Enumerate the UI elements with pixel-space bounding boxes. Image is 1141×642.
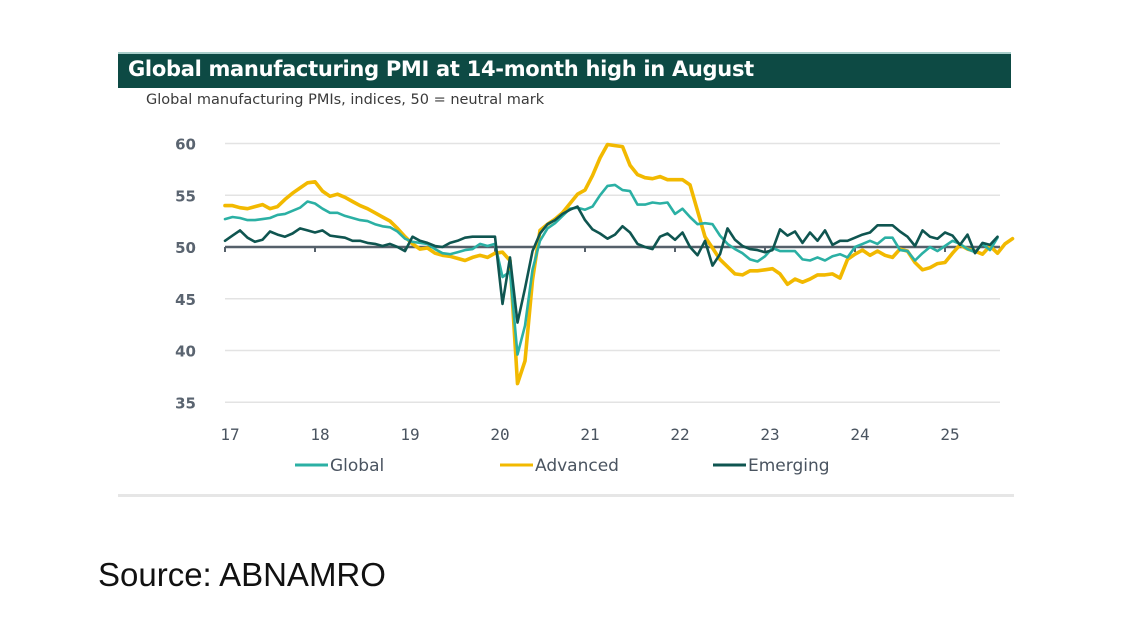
title-bar: Global manufacturing PMI at 14-month hig… [118, 52, 1011, 88]
x-tick-label: 22 [670, 425, 689, 444]
series-lines [223, 142, 1015, 386]
legend-label-emerging: Emerging [748, 456, 830, 476]
series-line-advanced [223, 142, 1015, 386]
legend-label-global: Global [330, 456, 384, 476]
x-tick-label: 19 [400, 425, 419, 444]
x-tick-label: 18 [310, 425, 329, 444]
gridlines [224, 142, 1000, 403]
y-tick-label: 60 [175, 136, 196, 154]
y-tick-label: 55 [175, 187, 196, 205]
y-tick-label: 50 [175, 239, 196, 257]
chart-subtitle: Global manufacturing PMIs, indices, 50 =… [146, 92, 545, 108]
chart-card [118, 48, 1014, 497]
x-tick-label: 20 [490, 425, 509, 444]
x-tick-label: 23 [760, 425, 779, 444]
x-tick-label: 24 [850, 425, 869, 444]
x-axis: 17 18 19 20 21 22 23 24 25 [220, 425, 959, 444]
legend: Global Advanced Emerging [295, 456, 830, 476]
y-tick-label: 40 [175, 343, 196, 361]
x-tick-label: 25 [940, 425, 959, 444]
x-tick-label: 17 [220, 425, 239, 444]
series-line-emerging [223, 205, 999, 324]
legend-label-advanced: Advanced [535, 456, 619, 476]
y-tick-label: 35 [175, 394, 196, 412]
source-note: Source: ABNAMRO [98, 556, 386, 593]
y-axis: 60 55 50 45 40 35 [175, 136, 196, 413]
chart-title: Global manufacturing PMI at 14-month hig… [128, 57, 754, 81]
x-tick-label: 21 [580, 425, 599, 444]
y-tick-label: 45 [175, 291, 196, 309]
series-line-global [223, 183, 999, 356]
